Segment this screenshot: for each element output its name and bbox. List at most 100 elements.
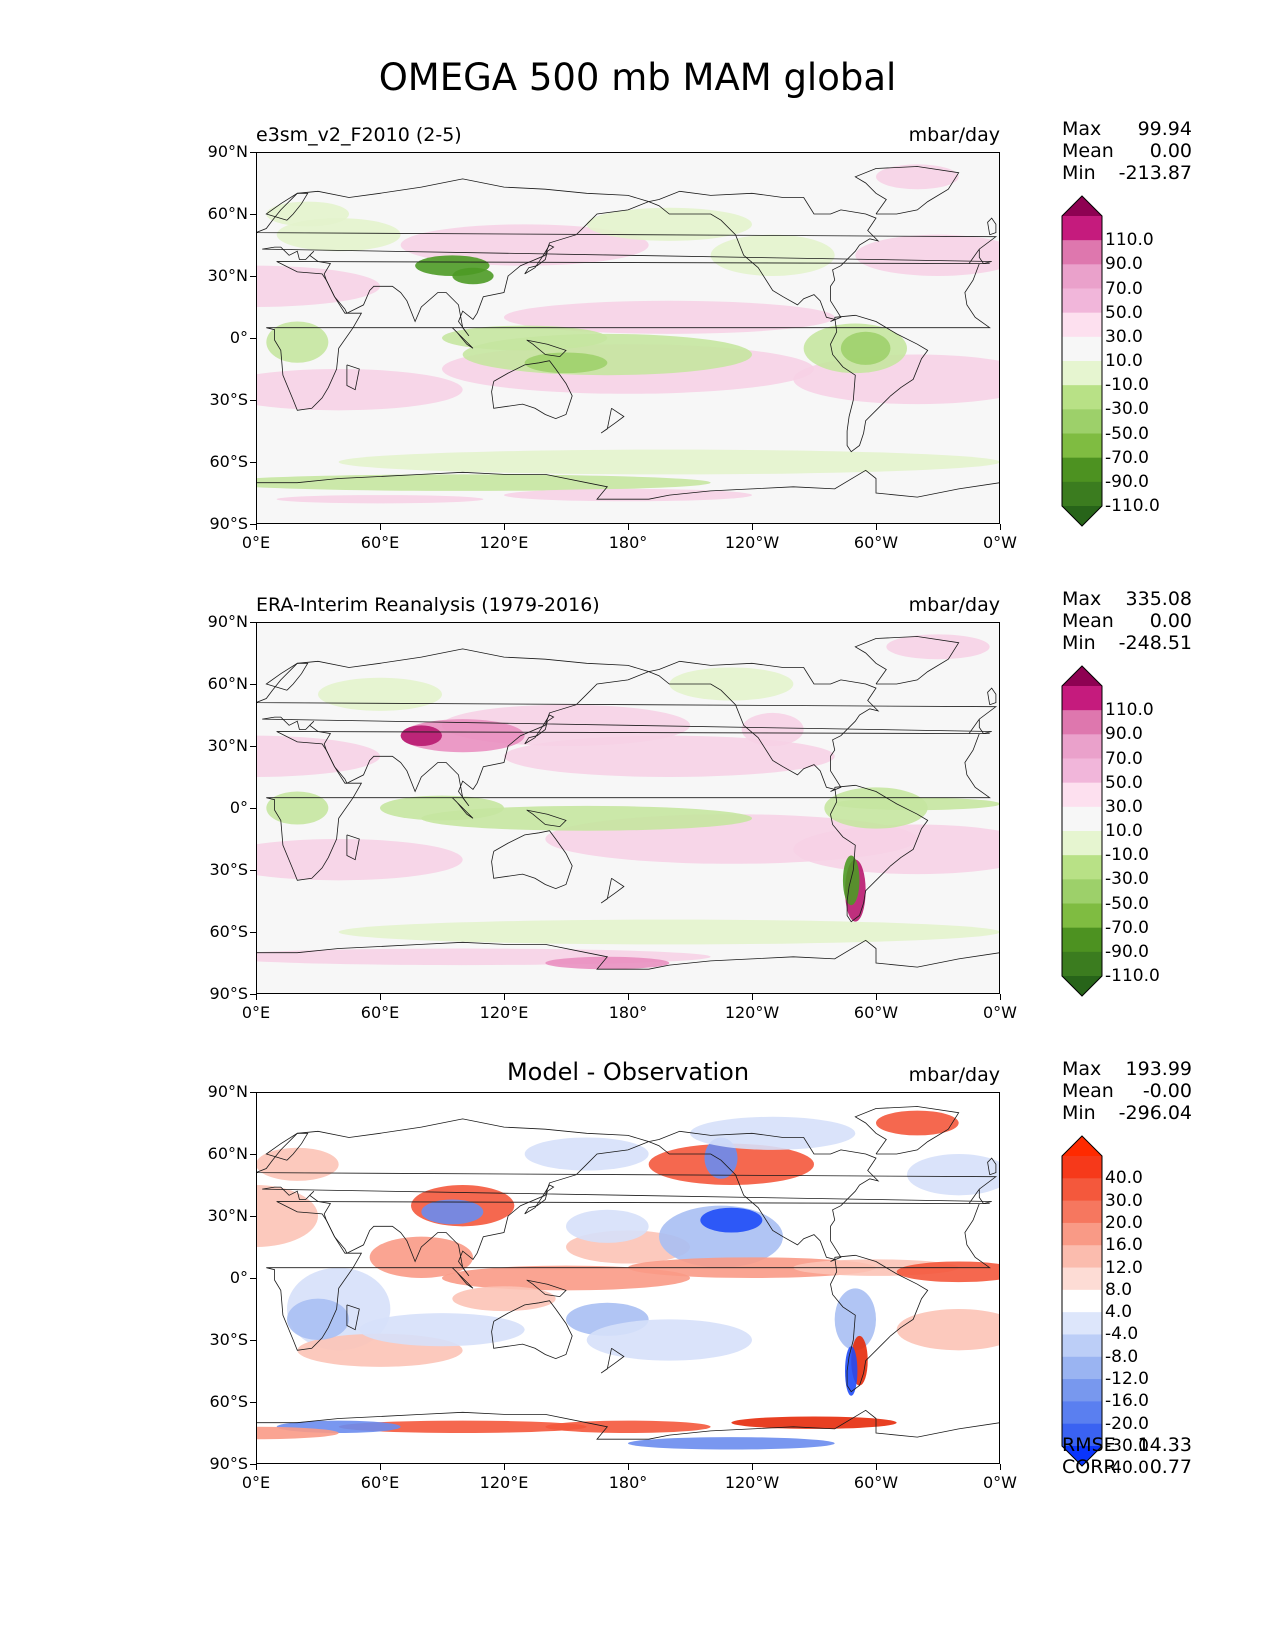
colorbar-swatch — [1062, 312, 1102, 338]
colorbar-outline — [1061, 195, 1103, 527]
lon-tick-mark — [256, 1464, 258, 1470]
field-contour-region — [586, 1319, 752, 1361]
stat-label: Min — [1062, 632, 1096, 654]
footer-stats: RMSE 14.33 CORR 0.77 — [1062, 1434, 1192, 1478]
colorbar-swatches — [1061, 665, 1103, 997]
lat-tick-label: 0° — [229, 1268, 248, 1287]
field-contour-region — [842, 855, 860, 906]
lat-tick-label: 60°S — [209, 452, 248, 471]
field-contour-region — [840, 331, 891, 365]
lat-tick-mark — [250, 214, 256, 216]
lat-tick-mark — [250, 994, 256, 996]
colorbar: 40.0 30.0 20.0 16.0 12.0 8.0 4.0 -4.0 -8.0 -12.0-… — [1060, 1134, 1149, 1477]
colorbar-swatch — [1062, 758, 1102, 784]
colorbar-tick-label: 110.0 — [1105, 230, 1154, 251]
lon-tick-label: 60°E — [360, 1473, 400, 1492]
colorbar-swatch — [1062, 1423, 1102, 1447]
field-contour-region — [338, 449, 1000, 475]
field-contour-region — [876, 1110, 959, 1136]
lon-tick-mark — [256, 524, 258, 530]
colorbar-swatch — [1062, 1334, 1102, 1358]
colorbar-tick-label: -10.0 — [1105, 845, 1149, 866]
lon-tick-label: 120°W — [724, 1003, 780, 1022]
stat-max: Max 193.99 — [1062, 1058, 1192, 1080]
field-contour-region — [256, 265, 380, 307]
lat-tick-mark — [250, 338, 256, 340]
field-contour-region — [442, 1265, 690, 1291]
panel-units: mbar/day — [908, 594, 1000, 616]
colorbar-tick-label: -110.0 — [1105, 966, 1160, 986]
colorbar-tick-label: 30.0 — [1105, 1190, 1143, 1211]
colorbar-swatch — [1062, 1245, 1102, 1269]
field-contour-region — [876, 164, 959, 190]
colorbar-swatch — [1062, 782, 1102, 808]
colorbar-tick-label: -40.0 — [1105, 1458, 1149, 1479]
lat-tick-mark — [250, 400, 256, 402]
lon-tick-label: 60°W — [853, 533, 899, 552]
panel-1: e3sm_v2_F2010 (2-5) mbar/day 90°N 60°N 30°N 0… — [0, 0, 1275, 552]
field-contour-region — [731, 1416, 897, 1429]
colorbar-swatch — [1062, 361, 1102, 386]
field-contour-region — [338, 919, 1000, 945]
lat-tick-label: 90°S — [209, 514, 248, 533]
panel-units: mbar/day — [908, 124, 1000, 146]
lon-tick-label: 120°E — [479, 533, 529, 552]
coastline — [452, 327, 474, 349]
field-contour-region — [318, 677, 442, 711]
colorbar-tick-label: 90.0 — [1105, 254, 1143, 275]
colorbar-swatch — [1062, 1379, 1102, 1402]
field-contour-region — [400, 725, 442, 746]
lon-tick-mark — [752, 524, 754, 530]
colorbar-tick-label: 12.0 — [1105, 1257, 1143, 1278]
field-contour-region — [886, 634, 990, 660]
lat-tick-label: 0° — [229, 328, 248, 347]
field-contour-region — [710, 234, 835, 276]
lon-tick-mark — [876, 1464, 878, 1470]
colorbar-swatch — [1062, 855, 1102, 880]
field-contour-region — [545, 956, 670, 970]
colorbar-swatch — [1062, 336, 1102, 362]
lon-tick-label: 60°E — [360, 1003, 400, 1022]
lat-tick-mark — [250, 808, 256, 810]
lat-tick-label: 30°N — [207, 266, 248, 285]
colorbar-tick-label: -20.0 — [1105, 1413, 1149, 1434]
lon-tick-mark — [380, 1464, 382, 1470]
field-contour-region — [690, 1116, 856, 1150]
map-plot — [256, 152, 1000, 524]
lon-tick-mark — [256, 994, 258, 1000]
lon-tick-mark — [876, 994, 878, 1000]
colorbar-extend-bottom — [1062, 506, 1102, 526]
colorbar-swatch — [1062, 806, 1102, 832]
lon-tick-mark — [380, 524, 382, 530]
colorbar-swatch — [1062, 1267, 1102, 1291]
colorbar-tick-label: -70.0 — [1105, 447, 1149, 468]
colorbar-swatch — [1062, 831, 1102, 856]
stat-rmse: RMSE 14.33 — [1062, 1434, 1192, 1456]
colorbar-tick-label: 16.0 — [1105, 1235, 1143, 1256]
field-contour-region — [266, 791, 329, 825]
figure-title: OMEGA 500 mb MAM global — [378, 56, 897, 99]
stat-value: 335.08 — [1125, 588, 1192, 610]
coastline — [265, 662, 309, 691]
panel-title: ERA-Interim Reanalysis (1979-2016) — [256, 594, 600, 616]
colorbar-outline — [1061, 1135, 1103, 1467]
stat-value: -0.00 — [1142, 1080, 1192, 1102]
field-contour-region — [628, 1437, 835, 1450]
field-contour-region — [504, 488, 752, 502]
lat-tick-mark — [250, 524, 256, 526]
colorbar: 110.0 90.0 70.0 50.0 30.0 10.0 -10.0 -30.0 -50.0… — [1060, 194, 1160, 532]
lat-tick-mark — [250, 1154, 256, 1156]
colorbar-swatch — [1062, 903, 1102, 929]
field-contour-region — [256, 369, 463, 411]
stat-value: 0.00 — [1149, 140, 1192, 162]
lat-tick-label: 90°N — [207, 142, 248, 161]
coastline — [266, 261, 991, 411]
stats-box: Max 193.99 Mean -0.00 Min -296.04 — [1062, 1058, 1192, 1124]
colorbar-swatch — [1062, 1200, 1102, 1224]
colorbar-tick-label: 10.0 — [1105, 351, 1143, 371]
lon-tick-mark — [1000, 1464, 1002, 1470]
stat-value: -213.87 — [1118, 162, 1192, 184]
lon-tick-mark — [1000, 524, 1002, 530]
field-contour-region — [380, 795, 504, 821]
colorbar-tick-label: -110.0 — [1105, 496, 1160, 516]
